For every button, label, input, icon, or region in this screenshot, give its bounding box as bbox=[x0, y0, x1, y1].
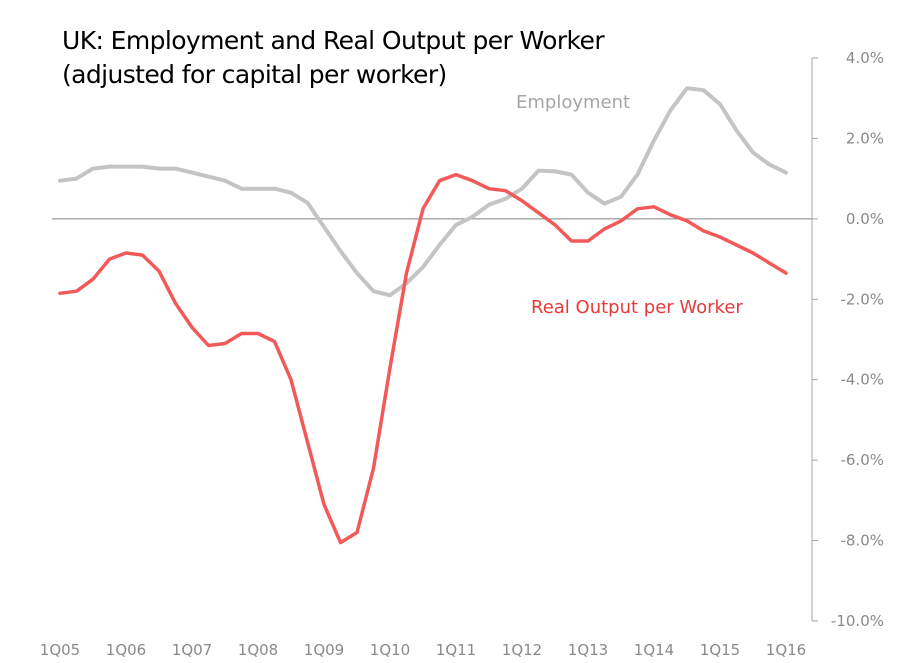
axes bbox=[52, 58, 813, 621]
real-output-per-worker-label: Real Output per Worker bbox=[531, 297, 743, 318]
employment-label: Employment bbox=[516, 92, 630, 113]
x-tick-label: 1Q15 bbox=[700, 641, 740, 659]
x-axis-ticks: 1Q05 1Q06 1Q07 1Q08 1Q09 1Q10 1Q11 1Q12 1Q13 1Q14… bbox=[40, 641, 806, 659]
chart-title-block: UK: Employment and Real Output per Worke… bbox=[62, 24, 605, 92]
y-tick-label: 0.0% bbox=[846, 210, 884, 228]
series-labels: Employment Real Output per Worker bbox=[516, 92, 743, 318]
x-tick-label: 1Q12 bbox=[502, 641, 542, 659]
y-tick-label: -6.0% bbox=[840, 451, 884, 469]
real-output-per-worker-line bbox=[58, 172, 788, 545]
x-tick-label: 1Q10 bbox=[370, 641, 410, 659]
y-axis-ticks: 4.0% 2.0% 0.0% -2.0% -4.0% -6.0% -8.0% -10.0% bbox=[812, 49, 884, 630]
x-tick-label: 1Q16 bbox=[766, 641, 806, 659]
x-tick-label: 1Q07 bbox=[172, 641, 212, 659]
x-tick-label: 1Q08 bbox=[238, 641, 278, 659]
x-tick-label: 1Q09 bbox=[304, 641, 344, 659]
y-tick-label: -10.0% bbox=[831, 612, 884, 630]
series-layer bbox=[58, 86, 788, 545]
chart-subtitle: (adjusted for capital per worker) bbox=[62, 60, 447, 89]
y-tick-label: 4.0% bbox=[846, 49, 884, 67]
x-tick-label: 1Q05 bbox=[40, 641, 80, 659]
x-tick-label: 1Q13 bbox=[568, 641, 608, 659]
employment-line bbox=[58, 86, 788, 298]
chart-title: UK: Employment and Real Output per Worke… bbox=[62, 26, 605, 55]
x-tick-label: 1Q14 bbox=[634, 641, 674, 659]
y-tick-label: -2.0% bbox=[840, 290, 884, 308]
y-tick-label: -4.0% bbox=[840, 371, 884, 389]
y-tick-label: -8.0% bbox=[840, 532, 884, 550]
y-tick-label: 2.0% bbox=[846, 129, 884, 147]
x-tick-label: 1Q11 bbox=[436, 641, 476, 659]
x-tick-label: 1Q06 bbox=[106, 641, 146, 659]
